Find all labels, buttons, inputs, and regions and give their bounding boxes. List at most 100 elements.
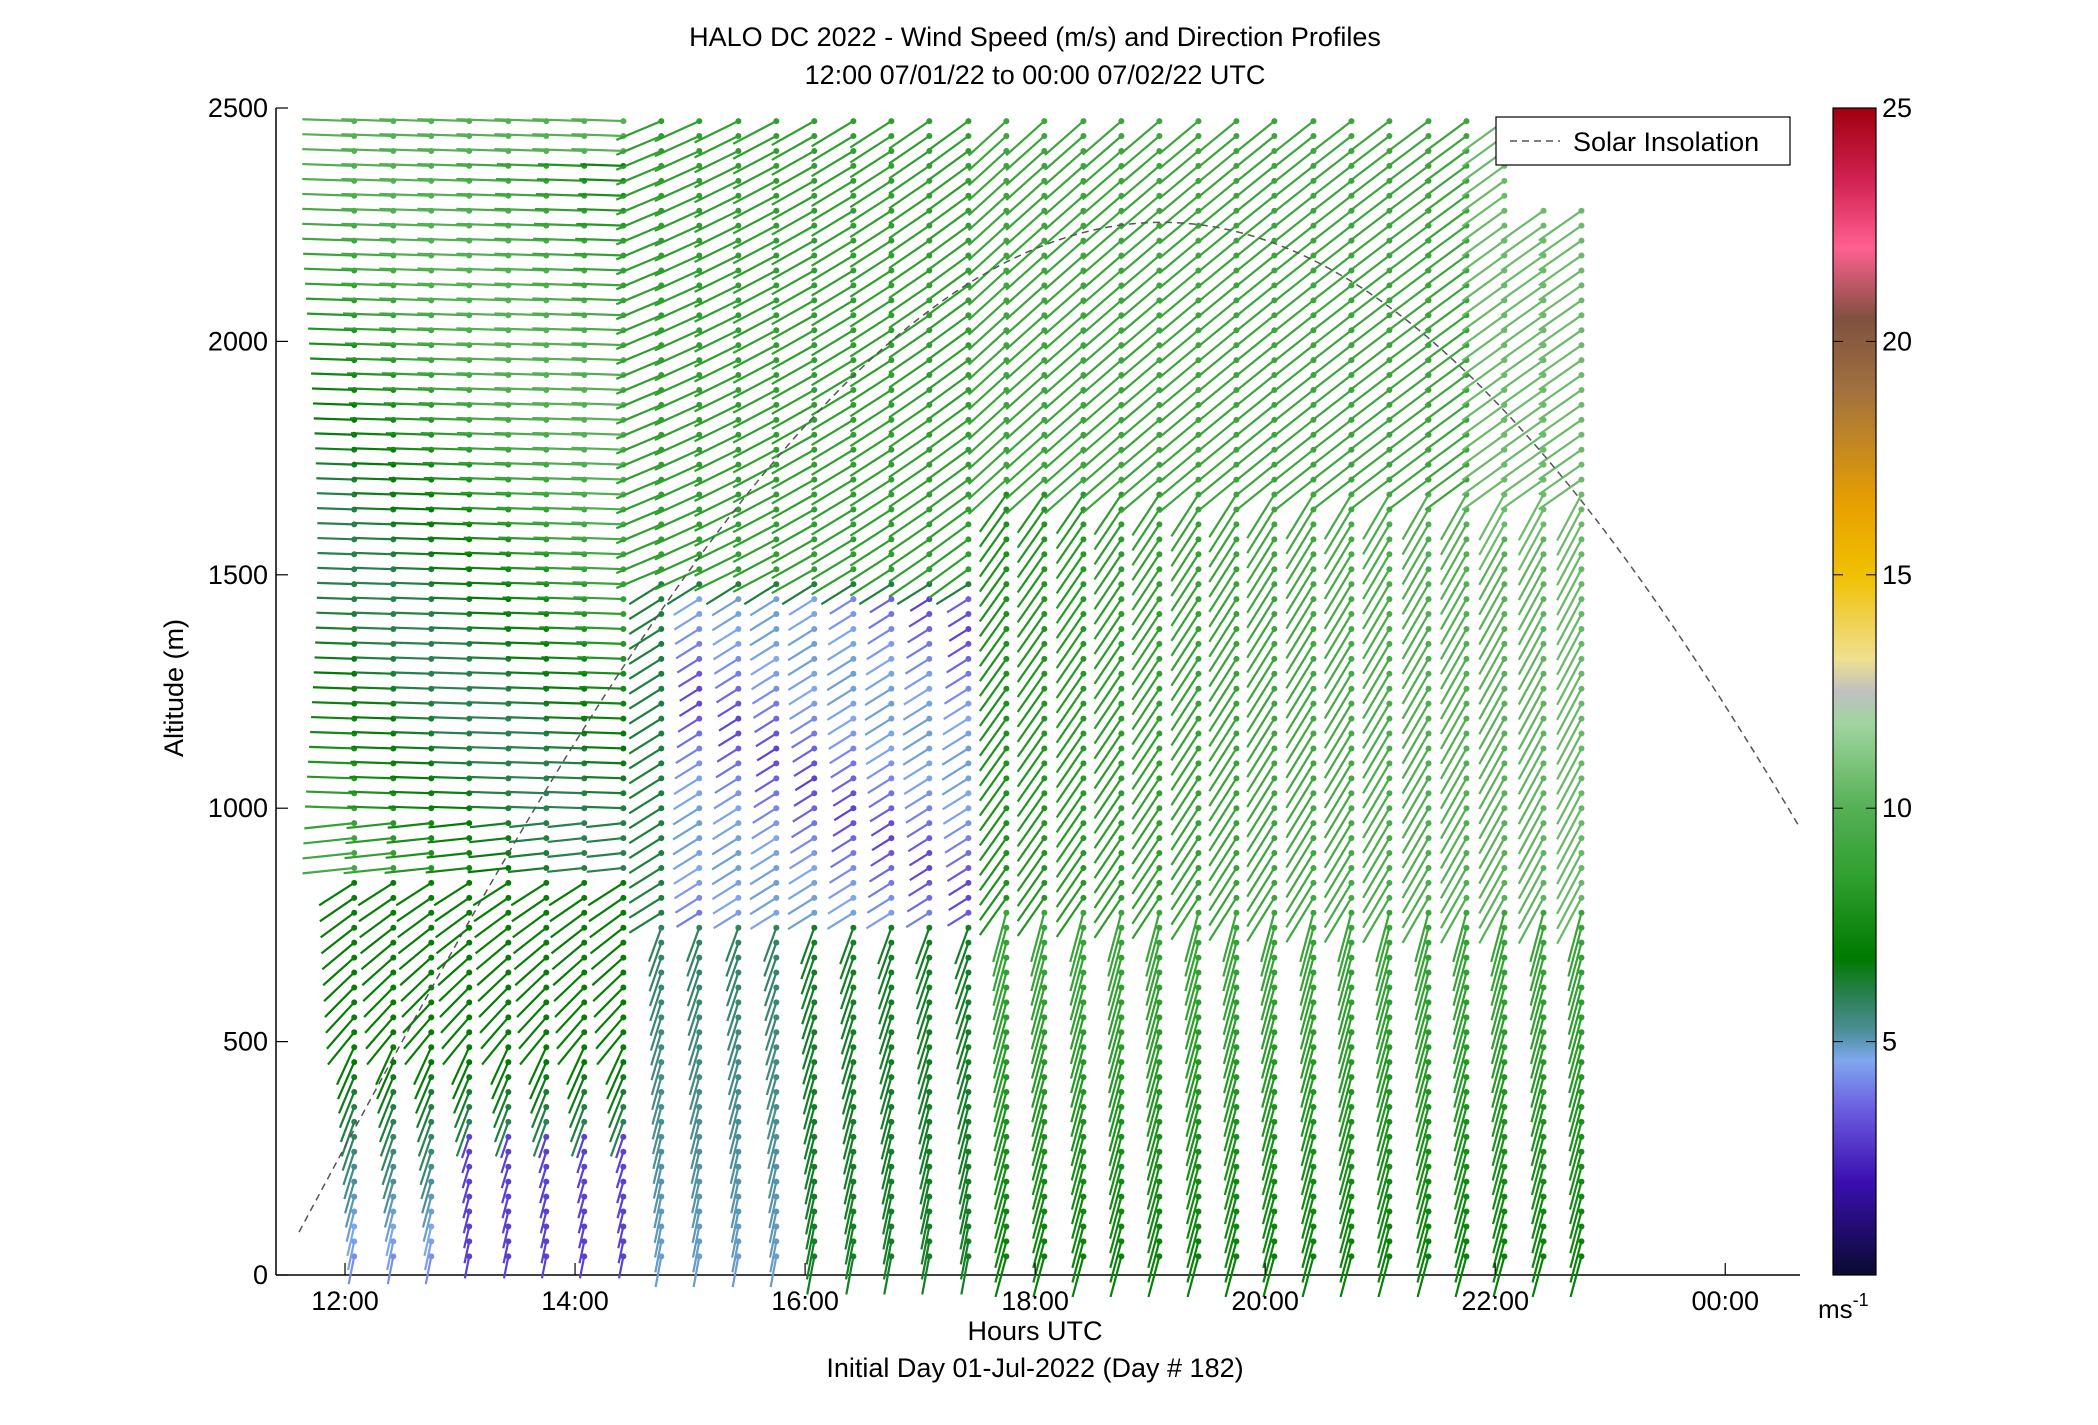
wind-vector-origin bbox=[505, 984, 512, 991]
wind-vector-origin bbox=[1195, 1208, 1202, 1215]
wind-vector bbox=[1491, 1106, 1506, 1152]
wind-vector-origin bbox=[658, 1208, 665, 1215]
wind-vector bbox=[1246, 762, 1276, 808]
wind-vector bbox=[1223, 1121, 1238, 1167]
wind-vector-origin bbox=[1501, 939, 1508, 946]
wind-vector-origin bbox=[696, 1148, 703, 1155]
wind-vector bbox=[1386, 389, 1430, 422]
wind-vector-origin bbox=[581, 1089, 588, 1096]
wind-vector bbox=[628, 672, 662, 695]
wind-vector-origin bbox=[850, 999, 857, 1006]
wind-vector bbox=[1376, 1076, 1391, 1123]
wind-vector-origin bbox=[696, 476, 703, 483]
wind-vector bbox=[928, 448, 970, 480]
wind-vector bbox=[1016, 568, 1046, 609]
wind-vector-origin bbox=[1271, 1238, 1278, 1245]
wind-vector-origin bbox=[811, 835, 818, 842]
wind-vector bbox=[327, 1031, 356, 1066]
wind-vector-origin bbox=[1540, 805, 1547, 812]
wind-vector bbox=[844, 1226, 855, 1265]
wind-vector-origin bbox=[850, 1193, 857, 1200]
wind-vector bbox=[967, 239, 1008, 276]
wind-vector bbox=[993, 1136, 1008, 1181]
wind-vector-origin bbox=[1156, 1223, 1163, 1230]
wind-vector bbox=[586, 822, 624, 829]
wind-vector-origin bbox=[1463, 820, 1470, 827]
wind-vector-origin bbox=[1195, 1193, 1202, 1200]
wind-vector-origin bbox=[1386, 835, 1393, 842]
wind-vector bbox=[1208, 643, 1238, 688]
wind-vector bbox=[888, 224, 930, 255]
wind-vector bbox=[344, 1181, 356, 1214]
wind-vector bbox=[787, 672, 815, 691]
wind-vector bbox=[918, 1091, 931, 1130]
wind-vector-origin bbox=[773, 984, 780, 991]
wind-vector-origin bbox=[926, 745, 933, 752]
wind-vector-origin bbox=[696, 864, 703, 871]
wind-vector-origin bbox=[1003, 1193, 1010, 1200]
wind-vector bbox=[584, 790, 624, 795]
wind-vector-origin bbox=[926, 1059, 933, 1066]
wind-vector bbox=[1348, 120, 1391, 154]
wind-vector-origin bbox=[543, 1223, 550, 1230]
wind-vector bbox=[959, 1226, 970, 1265]
wind-vector bbox=[918, 1106, 931, 1145]
wind-vector bbox=[494, 222, 547, 227]
wind-vector-origin bbox=[811, 596, 818, 603]
wind-vector bbox=[787, 881, 815, 901]
wind-vector bbox=[811, 209, 854, 237]
wind-vector bbox=[628, 732, 662, 755]
wind-vector bbox=[1158, 299, 1200, 334]
wind-vector bbox=[1109, 1211, 1123, 1254]
wind-vector-origin bbox=[1156, 1208, 1163, 1215]
wind-vector-origin bbox=[1080, 581, 1087, 588]
wind-vector-origin bbox=[773, 118, 780, 125]
wind-vector bbox=[346, 372, 394, 377]
wind-vector bbox=[547, 836, 585, 844]
wind-vector-origin bbox=[1271, 1253, 1278, 1260]
wind-vector bbox=[651, 1091, 663, 1125]
wind-vector bbox=[346, 1241, 356, 1271]
wind-vector-origin bbox=[1310, 730, 1317, 737]
wind-vector bbox=[771, 329, 815, 356]
wind-vector bbox=[500, 1151, 510, 1174]
wind-vector bbox=[888, 239, 930, 270]
wind-vector-origin bbox=[1233, 1148, 1240, 1155]
wind-vector bbox=[888, 389, 930, 419]
wind-vector-origin bbox=[1041, 147, 1048, 154]
wind-vector-origin bbox=[811, 655, 818, 662]
wind-vector bbox=[1377, 1241, 1391, 1283]
wind-vector-origin bbox=[620, 1238, 627, 1245]
wind-vector-origin bbox=[1348, 596, 1355, 603]
wind-vector-origin bbox=[773, 730, 780, 737]
wind-vector-origin bbox=[658, 1238, 665, 1245]
wind-vector bbox=[1376, 1166, 1391, 1210]
wind-vector bbox=[1069, 987, 1085, 1036]
wind-vector bbox=[384, 866, 432, 874]
wind-vector bbox=[1567, 1002, 1583, 1050]
wind-vector bbox=[595, 1016, 625, 1050]
wind-vector bbox=[866, 762, 892, 780]
wind-vector-origin bbox=[658, 805, 665, 812]
wind-vector bbox=[802, 1061, 816, 1100]
wind-vector bbox=[1016, 837, 1046, 877]
wind-vector bbox=[1478, 867, 1506, 915]
wind-vector-origin bbox=[811, 521, 818, 528]
wind-vector-origin bbox=[735, 327, 742, 334]
wind-vector bbox=[888, 463, 930, 494]
wind-vector bbox=[311, 387, 355, 392]
wind-vector bbox=[1005, 314, 1046, 351]
wind-vector bbox=[928, 508, 970, 540]
wind-vector bbox=[429, 790, 470, 795]
wind-vector-origin bbox=[1501, 820, 1508, 827]
wind-vector-origin bbox=[351, 850, 358, 857]
wind-vector bbox=[1208, 897, 1238, 942]
wind-vector bbox=[1208, 807, 1238, 852]
wind-vector bbox=[880, 1121, 893, 1160]
wind-vector-origin bbox=[428, 999, 435, 1006]
wind-vector bbox=[394, 641, 432, 645]
wind-vector bbox=[469, 641, 509, 645]
wind-vector-origin bbox=[1118, 715, 1125, 722]
wind-vector-origin bbox=[1080, 670, 1087, 677]
wind-vector bbox=[1454, 1241, 1468, 1283]
